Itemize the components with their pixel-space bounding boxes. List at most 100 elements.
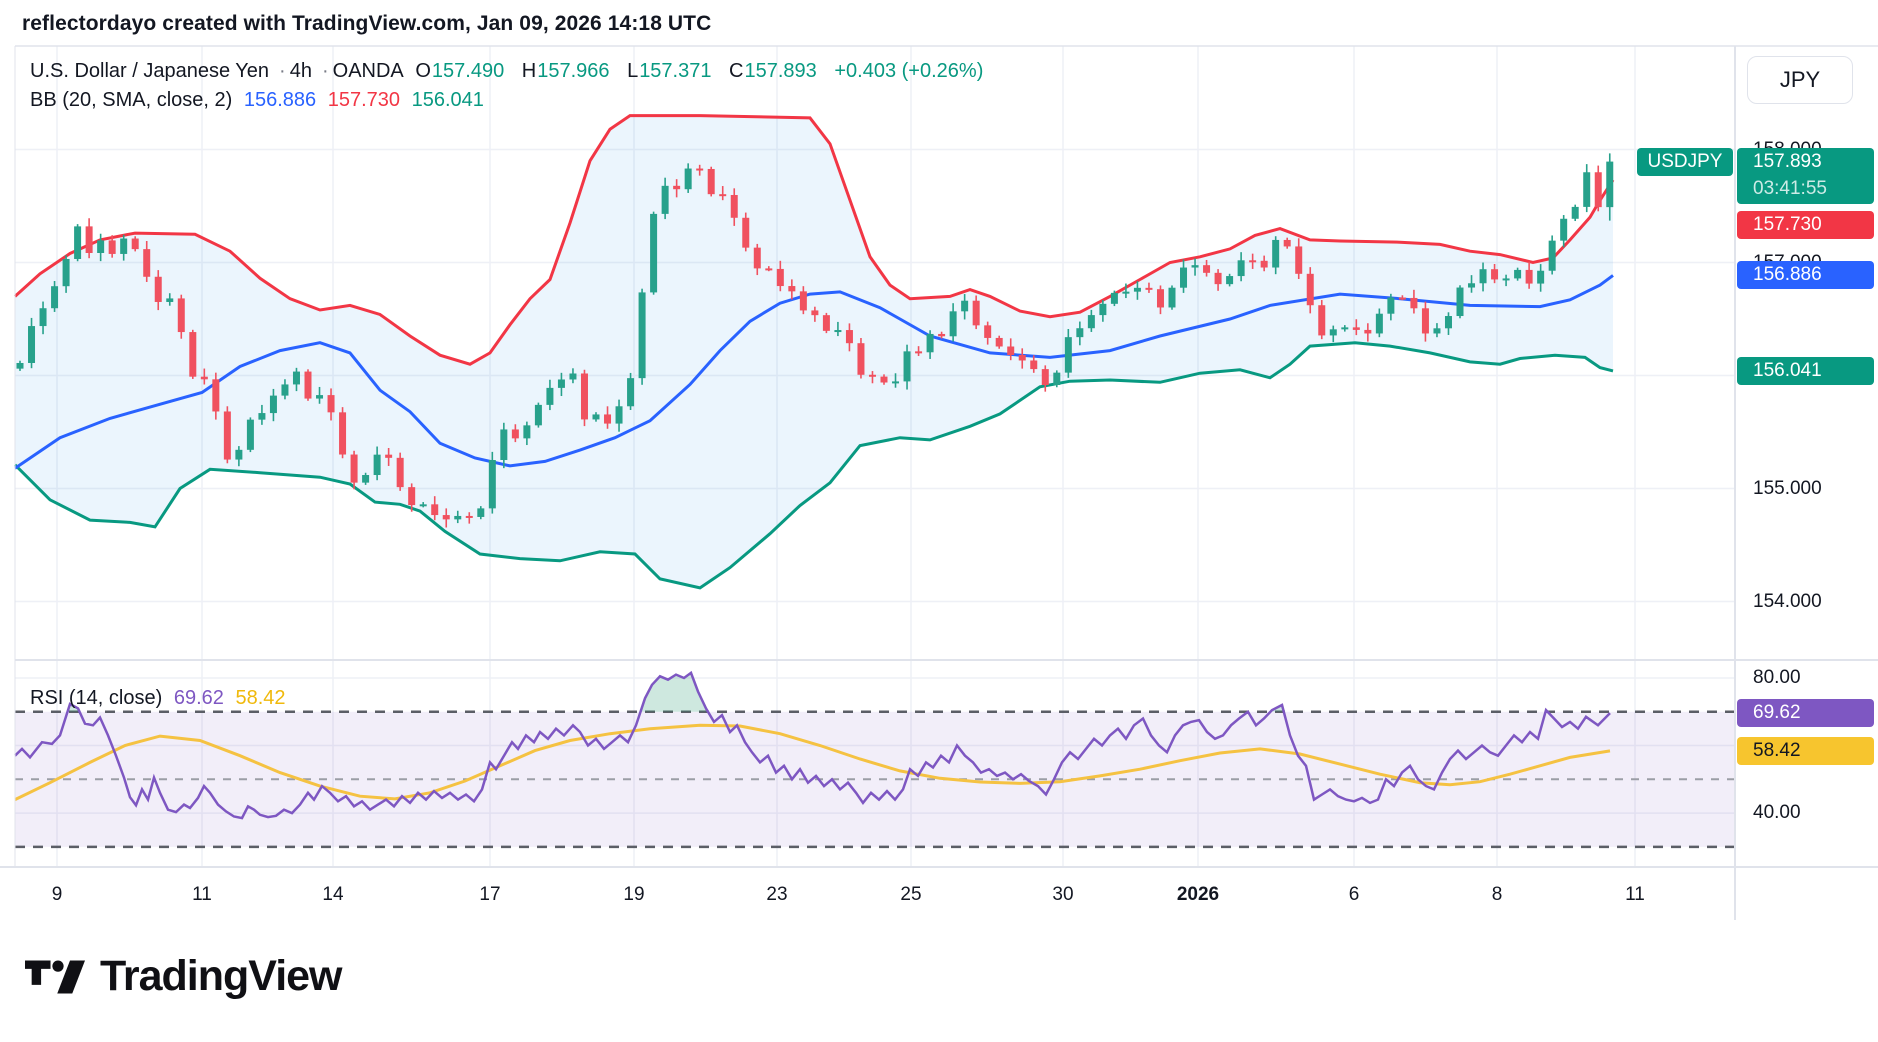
rsi-indicator-legend[interactable]: RSI (14, close) 69.62 58.42 — [30, 687, 292, 710]
candle-body — [1571, 206, 1579, 219]
candle-body — [108, 240, 116, 254]
symbol-title[interactable]: U.S. Dollar / Japanese Yen — [30, 60, 270, 82]
tradingview-logo-text: TradingView — [100, 952, 342, 1000]
candle-body — [1583, 172, 1591, 207]
candle-body — [316, 395, 324, 399]
candle-body — [880, 376, 888, 383]
candle-body — [961, 300, 969, 312]
price-change: +0.403 (+0.26%) — [834, 60, 984, 82]
candle-body — [1606, 161, 1614, 208]
candle-body — [511, 429, 519, 439]
rsi-label[interactable]: RSI (14, close) — [30, 687, 163, 709]
candle-body — [684, 168, 692, 190]
candle-body — [1341, 327, 1349, 330]
time-axis-label[interactable]: 30 — [1052, 884, 1074, 905]
ohlc-high: H157.966 — [521, 60, 610, 82]
attribution-text: reflectordayo created with TradingView.c… — [22, 12, 712, 35]
candle-body — [776, 268, 784, 287]
candle-countdown: 03:41:55 — [1753, 177, 1827, 199]
candle-body — [742, 217, 750, 248]
candle-body — [385, 454, 393, 458]
candle-body — [97, 240, 105, 254]
candle-body — [1352, 327, 1360, 330]
last-price-badge: 157.893 03:41:55 — [1737, 147, 1874, 204]
time-axis-label[interactable]: 6 — [1348, 884, 1360, 905]
candle-body — [1421, 308, 1429, 334]
candle-body — [546, 387, 554, 405]
bb-upper-line — [13, 114, 1615, 366]
candle-body — [523, 425, 531, 439]
rsi-ma-value: 58.42 — [235, 687, 286, 709]
exchange-label: OANDA — [332, 60, 404, 82]
interval-label[interactable]: 4h — [289, 60, 312, 82]
tradingview-logo-icon — [25, 960, 85, 993]
candle-body — [1375, 313, 1383, 334]
candle-body — [615, 406, 623, 424]
bb-label[interactable]: BB (20, SMA, close, 2) — [30, 89, 233, 111]
candle-body — [765, 268, 773, 271]
time-axis-label[interactable]: 9 — [51, 884, 63, 905]
candle-body — [500, 429, 508, 461]
currency-toggle-jpy[interactable]: JPY — [1747, 56, 1853, 104]
rsi-axis-badge: 69.62 — [1737, 699, 1874, 728]
candle-body — [650, 213, 658, 293]
time-axis-label[interactable]: 14 — [322, 884, 344, 905]
candle-body — [350, 454, 358, 483]
time-axis-label[interactable]: 2026 — [1176, 884, 1220, 905]
candle-body — [892, 381, 900, 384]
ohlc-low: L157.371 — [627, 60, 712, 82]
candle-body — [1525, 269, 1533, 284]
candle-body — [592, 414, 600, 420]
bb-basis-line — [14, 274, 1614, 470]
candle-body — [1295, 246, 1303, 274]
candle-body — [154, 276, 162, 302]
bb-axis-badge: 157.730 — [1737, 211, 1874, 239]
candle-body — [788, 286, 796, 292]
candle-body — [212, 379, 220, 412]
candle-body — [857, 343, 865, 375]
tradingview-logo[interactable]: TradingView — [25, 952, 342, 1001]
candle-body — [661, 185, 669, 214]
candle-body — [811, 310, 819, 316]
candle-body — [1433, 328, 1441, 334]
candle-body — [189, 332, 197, 377]
candle-body — [1594, 172, 1602, 208]
candle-body — [1214, 272, 1222, 285]
candle-body — [477, 508, 485, 517]
time-axis-label[interactable]: 19 — [623, 884, 645, 905]
candle-body — [131, 238, 139, 250]
candle-body — [1030, 360, 1038, 370]
rsi-value: 69.62 — [173, 687, 224, 709]
candle-body — [1502, 278, 1510, 281]
rsi-ma-line — [14, 723, 1611, 801]
candle-body — [166, 298, 174, 302]
candle-body — [488, 460, 496, 509]
candle-body — [28, 326, 36, 363]
candle-body — [1468, 283, 1476, 288]
candle-body — [1410, 297, 1418, 309]
candle-body — [465, 515, 473, 518]
candle-body — [339, 412, 347, 455]
time-axis-label[interactable]: 17 — [479, 884, 501, 905]
candle-body — [534, 404, 542, 426]
candle-body — [1364, 329, 1372, 334]
time-axis-label[interactable]: 11 — [192, 884, 212, 905]
time-axis-label[interactable]: 23 — [766, 884, 788, 905]
candle-body — [373, 454, 381, 476]
candle-body — [51, 286, 59, 309]
candle-body — [258, 413, 266, 420]
candle-body — [557, 379, 565, 388]
time-axis-label[interactable]: 11 — [1625, 884, 1645, 905]
candle-body — [269, 395, 277, 414]
time-axis-label[interactable]: 25 — [900, 884, 922, 905]
bb-indicator-legend[interactable]: BB (20, SMA, close, 2) 156.886 157.730 1… — [30, 89, 490, 112]
candle-body — [1272, 239, 1280, 268]
candle-body — [396, 457, 404, 488]
candle-body — [120, 238, 128, 254]
bb-basis-value: 156.886 — [243, 89, 317, 111]
symbol-legend[interactable]: U.S. Dollar / Japanese Yen · 4h · OANDA O157… — [30, 60, 989, 83]
time-axis-label[interactable]: 8 — [1491, 884, 1503, 905]
candle-body — [1122, 291, 1130, 294]
candle-body — [1041, 369, 1049, 385]
